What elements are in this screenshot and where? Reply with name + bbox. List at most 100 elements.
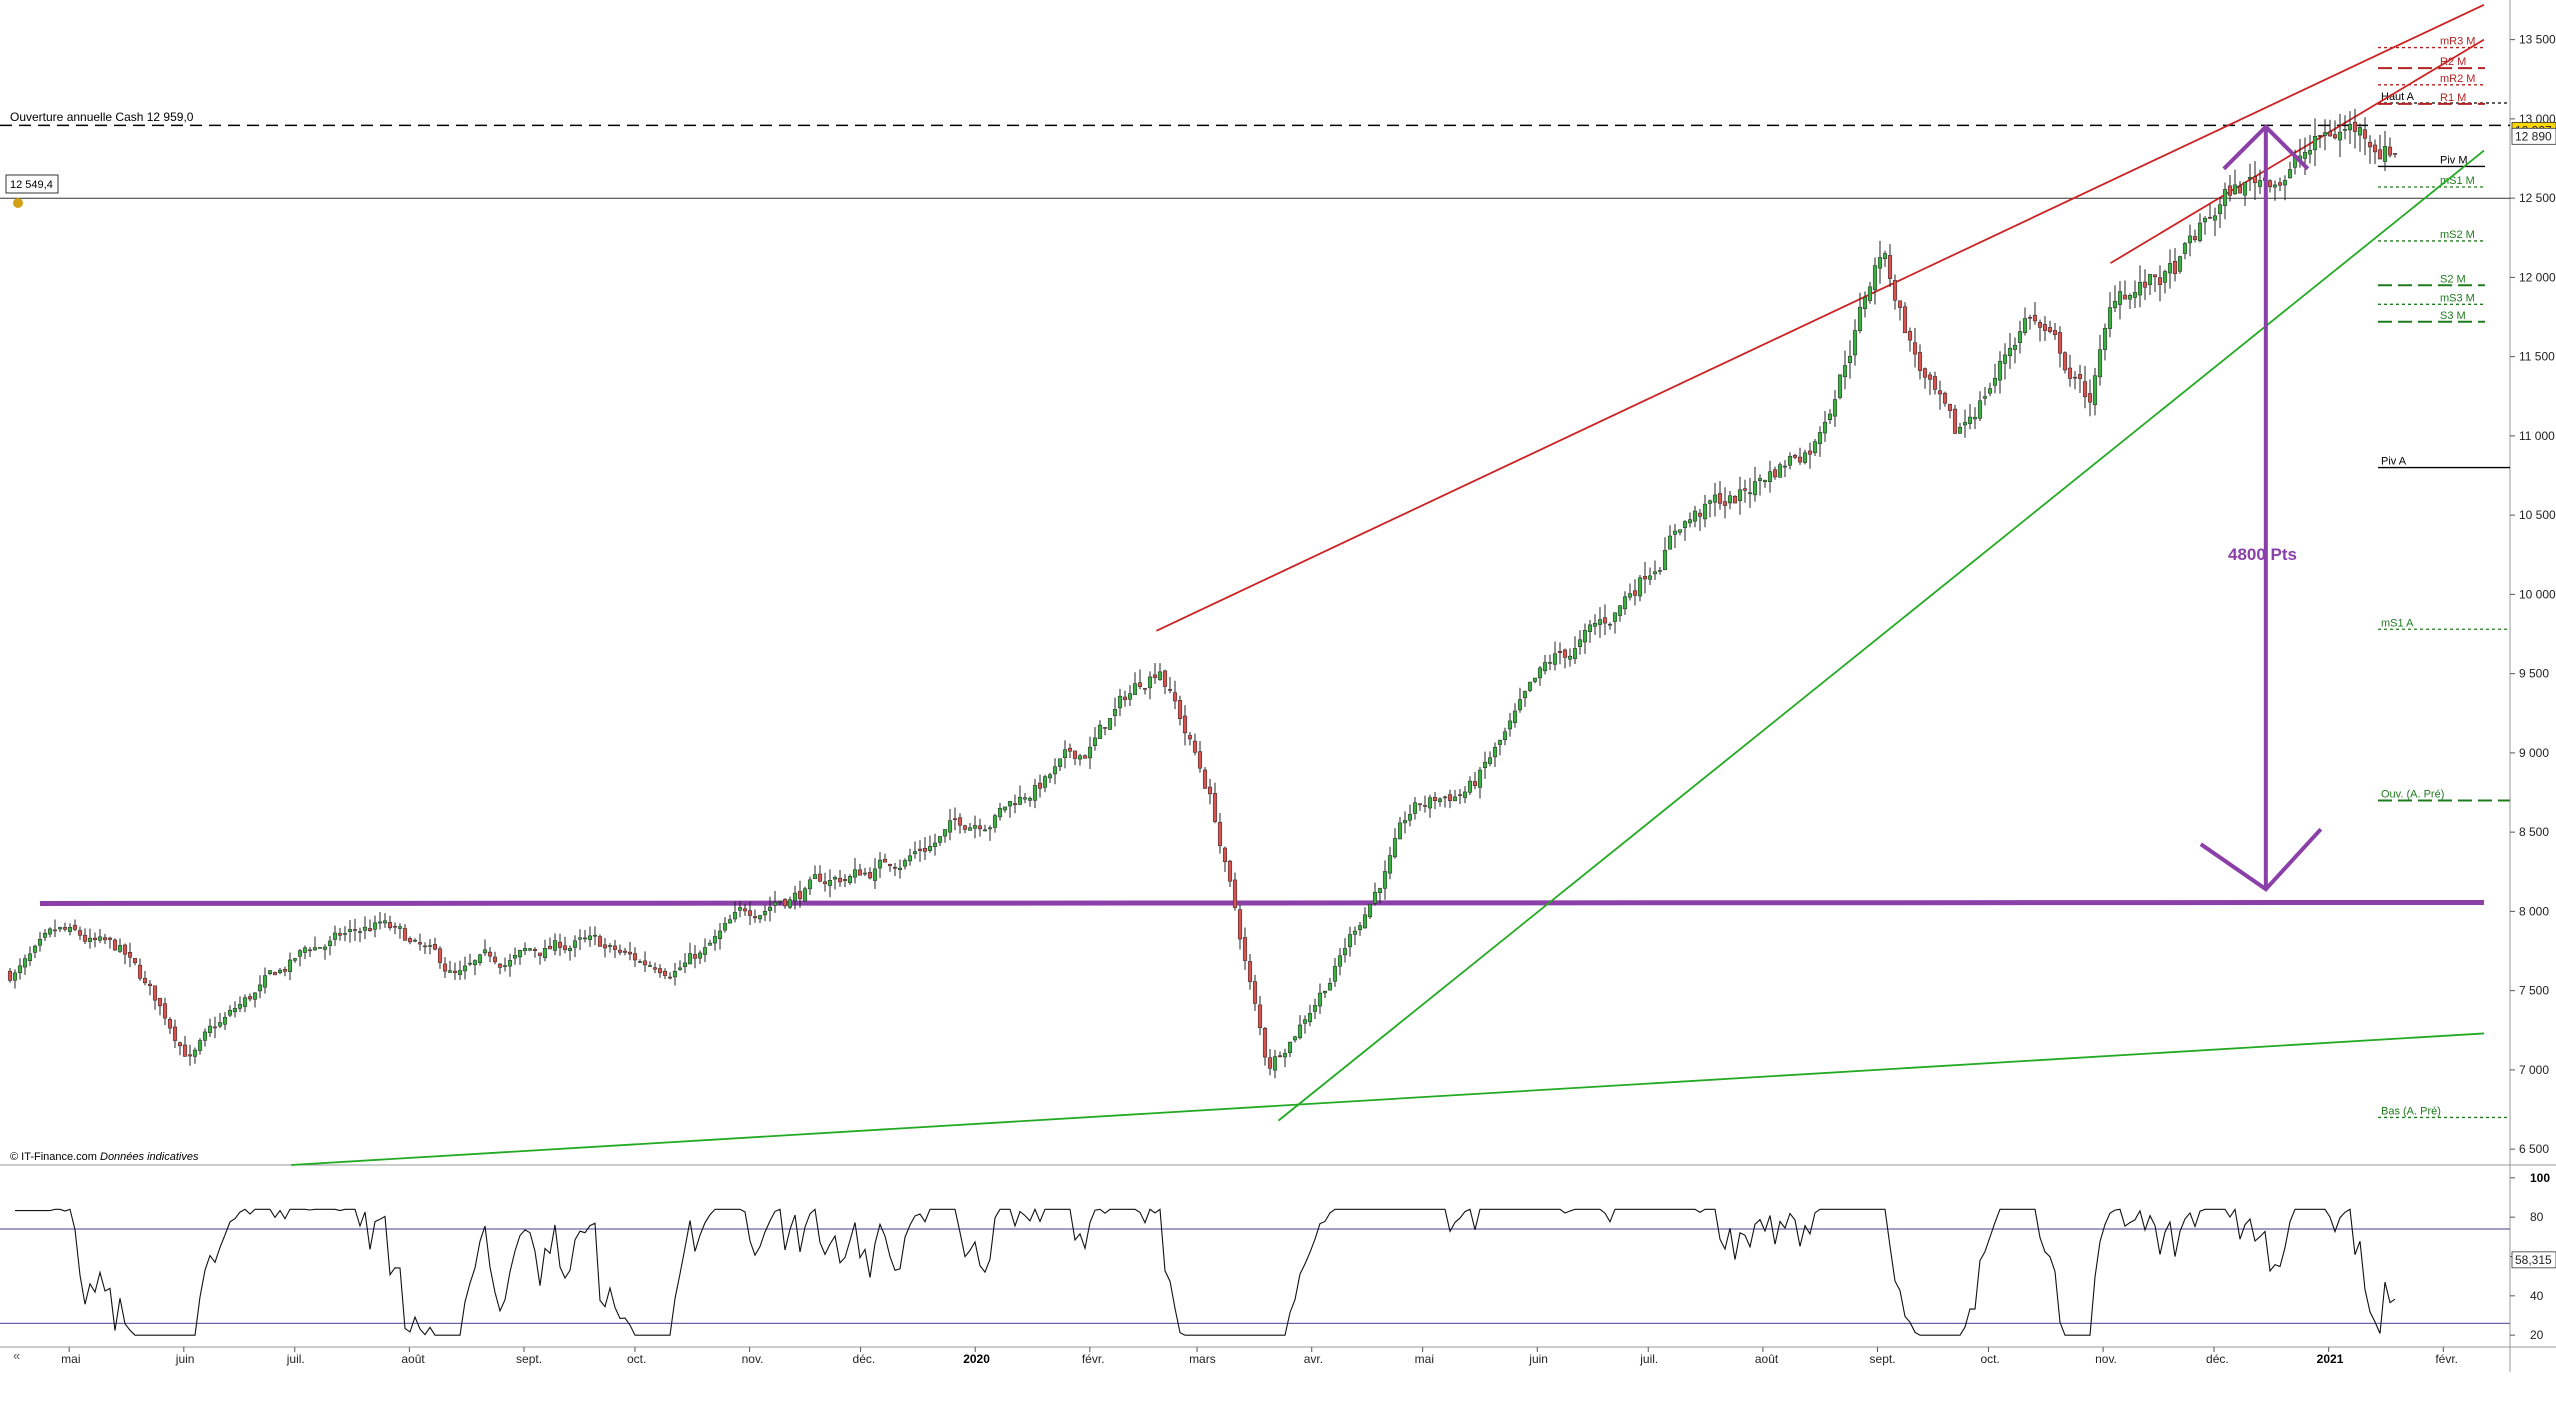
- candle-body: [1177, 700, 1183, 719]
- candle-body: [2122, 294, 2128, 300]
- candle-body: [212, 1026, 218, 1029]
- candle-body: [1862, 297, 1868, 309]
- candle-body: [752, 916, 758, 919]
- candle-body: [1947, 403, 1953, 411]
- candle-body: [2042, 324, 2048, 331]
- candle-body: [2177, 256, 2183, 272]
- candle-body: [1077, 755, 1083, 760]
- candle-body: [1577, 639, 1583, 647]
- candle-body: [1817, 432, 1823, 444]
- candle-body: [2217, 204, 2223, 215]
- candle-body: [377, 921, 383, 924]
- candle-body: [932, 842, 938, 847]
- candle-body: [302, 947, 308, 953]
- candle-body: [1057, 758, 1063, 767]
- candle-body: [1607, 623, 1613, 626]
- candle-body: [367, 928, 373, 932]
- candle-body: [1877, 257, 1883, 269]
- candle-body: [2257, 180, 2263, 187]
- candle-body: [727, 919, 733, 924]
- candle-body: [942, 829, 948, 837]
- candle-body: [417, 942, 423, 945]
- alert-bell-icon[interactable]: [13, 198, 23, 208]
- pivot-label: mR3 M: [2440, 36, 2475, 48]
- candle-body: [17, 965, 23, 973]
- candle-body: [102, 937, 108, 941]
- candle-body: [567, 948, 573, 952]
- candle-body: [572, 940, 578, 948]
- candle-body: [2252, 176, 2258, 184]
- candle-body: [787, 899, 793, 908]
- candle-body: [647, 965, 653, 967]
- candle-body: [792, 892, 798, 902]
- candle-body: [347, 929, 353, 932]
- candle-body: [2077, 374, 2083, 379]
- candle-body: [522, 948, 528, 951]
- candle-body: [1462, 791, 1468, 798]
- candle-body: [222, 1016, 228, 1025]
- candle-body: [407, 938, 413, 943]
- candle-body: [1752, 481, 1758, 496]
- candle-body: [1187, 735, 1193, 740]
- candle-body: [987, 827, 993, 830]
- pivot-label: Piv A: [2381, 456, 2407, 468]
- candle-body: [807, 879, 813, 890]
- candle-body: [1922, 368, 1928, 378]
- candle-body: [1012, 803, 1018, 806]
- pivot-label: mR2 M: [2440, 73, 2475, 85]
- candle-body: [887, 864, 893, 867]
- candle-body: [1322, 990, 1328, 994]
- candle-body: [602, 944, 608, 949]
- candle-body: [1932, 376, 1938, 390]
- candle-body: [732, 912, 738, 920]
- candle-body: [657, 968, 663, 974]
- candle-body: [77, 930, 83, 936]
- candle-body: [1637, 577, 1643, 597]
- candle-body: [2162, 271, 2168, 283]
- pivot-label: R1 M: [2440, 92, 2466, 104]
- candle-body: [1167, 689, 1173, 691]
- time-tick-label: août: [401, 1352, 425, 1366]
- candle-body: [622, 950, 628, 953]
- candle-body: [637, 961, 643, 963]
- candle-body: [1837, 374, 1843, 398]
- candle-body: [1742, 488, 1748, 491]
- candle-body: [1777, 464, 1783, 478]
- candle-body: [1107, 718, 1113, 730]
- candle-body: [1957, 427, 1963, 434]
- candle-body: [2132, 292, 2138, 298]
- candle-body: [537, 952, 543, 956]
- candle-body: [2147, 274, 2153, 285]
- candle-body: [617, 949, 623, 953]
- candle-body: [1602, 617, 1608, 624]
- time-tick-label: mai: [1415, 1352, 1434, 1366]
- candle-body: [632, 953, 638, 961]
- candle-body: [482, 949, 488, 954]
- pivot-label: Ouv. (A. Pré): [2381, 788, 2444, 800]
- candle-body: [817, 873, 823, 882]
- candle-body: [1382, 871, 1388, 889]
- candle-body: [2322, 132, 2328, 136]
- pivot-label: R2 M: [2440, 56, 2466, 68]
- candle-body: [862, 872, 868, 875]
- candle-body: [982, 829, 988, 832]
- candle-body: [757, 915, 763, 920]
- candle-body: [1392, 838, 1398, 858]
- price-tick-label: 7 500: [2519, 984, 2549, 998]
- candle-body: [1197, 751, 1203, 769]
- candle-body: [2352, 121, 2358, 132]
- candle-body: [967, 827, 973, 831]
- candle-body: [2067, 367, 2073, 379]
- candle-body: [1142, 688, 1148, 690]
- candle-body: [527, 948, 533, 951]
- trend-lines: [290, 3, 2485, 1166]
- scroll-left-icon[interactable]: «: [13, 1348, 20, 1363]
- candle-body: [1562, 649, 1568, 658]
- price-box: [5, 174, 59, 194]
- candle-body: [1987, 388, 1993, 394]
- candle-body: [12, 972, 18, 981]
- candle-body: [2357, 127, 2363, 136]
- candle-body: [2237, 186, 2243, 194]
- candle-body: [1337, 955, 1343, 967]
